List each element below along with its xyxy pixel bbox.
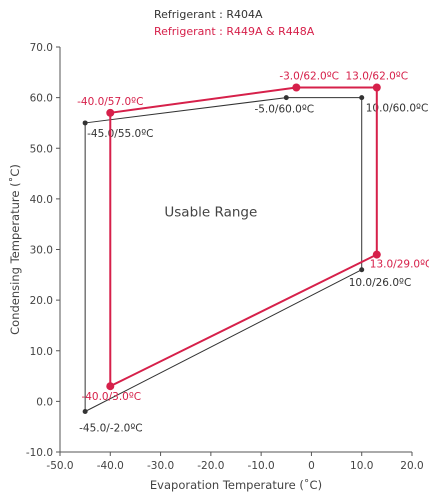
y-tick-label: 40.0 <box>30 194 53 206</box>
r449a-point <box>292 83 301 92</box>
y-tick-label: 30.0 <box>30 245 53 257</box>
r404a-point-label: -45.0/-2.0ºC <box>79 423 142 435</box>
y-tick-label: 70.0 <box>30 42 53 54</box>
r404a-point-label: -5.0/60.0ºC <box>254 104 314 116</box>
y-tick-label: 50.0 <box>30 143 53 155</box>
r449a-point-label: 13.0/62.0ºC <box>346 71 409 83</box>
r449a-point-label: -3.0/62.0ºC <box>279 71 339 83</box>
x-tick-label: -10.0 <box>248 460 275 472</box>
y-tick-label: 60.0 <box>30 93 53 105</box>
usable-range-label: Usable Range <box>164 205 257 221</box>
r449a-envelope-line <box>109 86 378 388</box>
r404a-point <box>359 95 365 101</box>
r404a-point <box>82 120 88 126</box>
r449a-point <box>106 382 115 391</box>
y-tick-label: 0.0 <box>36 396 53 408</box>
r404a-point <box>82 409 88 414</box>
y-tick-label: 10.0 <box>30 346 53 358</box>
r404a-point-label: 10.0/60.0ºC <box>366 103 429 115</box>
y-tick-label: 20.0 <box>30 295 53 307</box>
x-axis-title: Evaporation Temperature (˚C) <box>150 477 322 492</box>
r404a-point-label: -45.0/55.0ºC <box>87 128 153 140</box>
x-tick-label: -50.0 <box>46 460 73 472</box>
y-axis-title: Condensing Temperature (˚C) <box>7 164 22 335</box>
r404a-envelope-line <box>84 97 363 413</box>
r449a-point <box>372 83 381 92</box>
r449a-point-label: -40.0/3.0ºC <box>81 391 141 403</box>
y-tick-label: -10.0 <box>26 447 53 459</box>
x-tick-label: -30.0 <box>147 460 174 472</box>
r449a-point <box>106 108 115 117</box>
r404a-point-label: 10.0/26.0ºC <box>349 277 412 289</box>
x-tick-label: -20.0 <box>197 460 224 472</box>
r404a-point <box>283 95 289 101</box>
r449a-point <box>372 250 381 259</box>
x-tick-label: 10.0 <box>350 460 373 472</box>
legend-r449a-r448a: Refrigerant : R449A & R448A <box>154 25 315 38</box>
x-tick-label: -40.0 <box>97 460 124 472</box>
x-tick-label: 0 <box>308 460 315 472</box>
r404a-point <box>359 267 365 273</box>
r449a-point-label: 13.0/29.0ºC <box>370 259 429 271</box>
r449a-point-label: -40.0/57.0ºC <box>77 96 143 108</box>
x-tick-label: 20.0 <box>400 460 423 472</box>
legend-r404a: Refrigerant : R404A <box>154 8 263 21</box>
